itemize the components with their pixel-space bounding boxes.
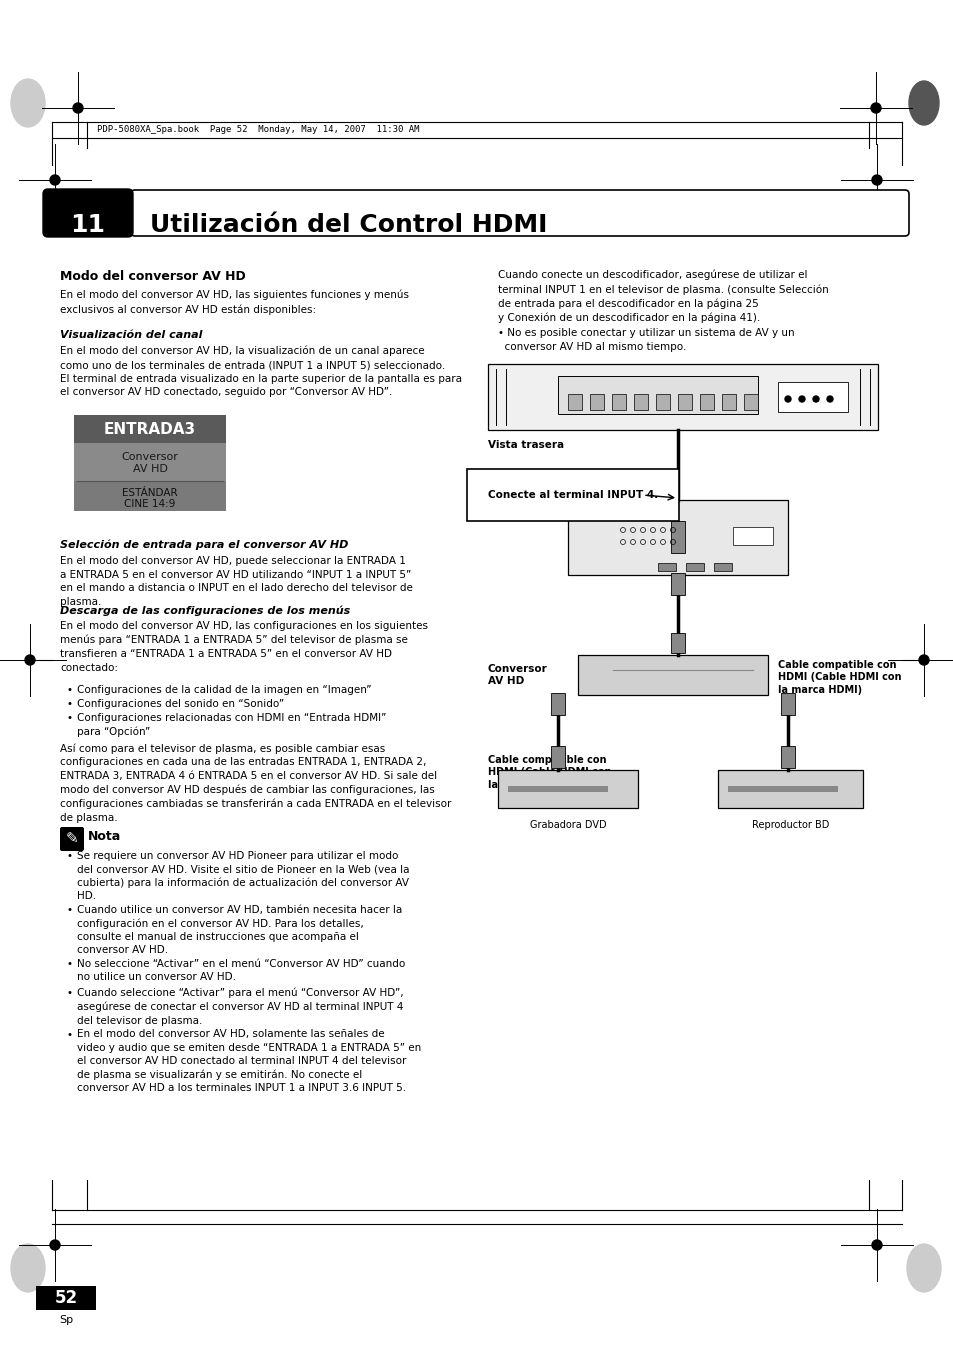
Text: •: •	[67, 988, 73, 998]
Bar	[656, 394, 669, 409]
Bar	[488, 363, 877, 430]
Circle shape	[799, 396, 804, 403]
Circle shape	[918, 655, 928, 665]
Bar	[551, 746, 564, 767]
Text: CINE 14:9: CINE 14:9	[124, 499, 175, 509]
Bar	[700, 394, 713, 409]
Text: ENTRADA3: ENTRADA3	[104, 422, 196, 436]
Text: Reproductor BD: Reproductor BD	[751, 820, 828, 830]
Bar	[727, 786, 837, 792]
Text: En el modo del conversor AV HD, puede seleccionar la ENTRADA 1
a ENTRADA 5 en el: En el modo del conversor AV HD, puede se…	[60, 557, 413, 607]
Bar	[670, 573, 684, 594]
Text: Conversor: Conversor	[121, 453, 178, 462]
Circle shape	[50, 1240, 60, 1250]
Bar	[551, 693, 564, 715]
Circle shape	[25, 655, 35, 665]
Text: •: •	[67, 959, 73, 969]
Text: •: •	[67, 1029, 73, 1039]
Text: Descarga de las configuraciones de los menús: Descarga de las configuraciones de los m…	[60, 605, 350, 616]
Text: Selección de entrada para el conversor AV HD: Selección de entrada para el conversor A…	[60, 540, 348, 550]
Text: Así como para el televisor de plasma, es posible cambiar esas
configuraciones en: Así como para el televisor de plasma, es…	[60, 743, 451, 823]
Text: Cuando seleccione “Activar” para el menú “Conversor AV HD”,
asegúrese de conecta: Cuando seleccione “Activar” para el menú…	[77, 988, 403, 1025]
Text: Conecte al terminal INPUT 4.: Conecte al terminal INPUT 4.	[488, 490, 658, 500]
Bar	[743, 394, 758, 409]
Text: Configuraciones relacionadas con HDMI en “Entrada HDMI”
para “Opción”: Configuraciones relacionadas con HDMI en…	[77, 713, 386, 738]
Text: Configuraciones del sonido en “Sonido”: Configuraciones del sonido en “Sonido”	[77, 698, 284, 709]
Text: Cuando utilice un conversor AV HD, también necesita hacer la
configuración en el: Cuando utilice un conversor AV HD, tambi…	[77, 905, 402, 955]
Text: Cuando conecte un descodificador, asegúrese de utilizar el
terminal INPUT 1 en e: Cuando conecte un descodificador, asegúr…	[497, 270, 828, 323]
Text: Vista trasera: Vista trasera	[488, 440, 563, 450]
Text: AV HD: AV HD	[132, 463, 168, 474]
FancyBboxPatch shape	[131, 190, 908, 236]
Bar	[74, 443, 226, 481]
Bar	[781, 693, 794, 715]
Bar	[778, 382, 847, 412]
Text: Utilización del Control HDMI: Utilización del Control HDMI	[150, 213, 547, 236]
Text: No seleccione “Activar” en el menú “Conversor AV HD” cuando
no utilice un conver: No seleccione “Activar” en el menú “Conv…	[77, 959, 405, 982]
Circle shape	[73, 103, 83, 113]
Text: En el modo del conversor AV HD, las siguientes funciones y menús
exclusivos al c: En el modo del conversor AV HD, las sigu…	[60, 290, 409, 315]
Bar	[74, 415, 226, 443]
Bar	[612, 394, 625, 409]
Bar	[558, 376, 758, 413]
Text: Sp: Sp	[59, 1315, 73, 1325]
Circle shape	[826, 396, 832, 403]
Ellipse shape	[11, 1244, 45, 1292]
Bar	[670, 634, 684, 653]
Text: Conversor
AV HD: Conversor AV HD	[488, 665, 547, 686]
Text: 11: 11	[71, 213, 106, 236]
Bar	[721, 394, 735, 409]
Text: Visualización del canal: Visualización del canal	[60, 330, 202, 340]
Ellipse shape	[906, 1244, 940, 1292]
Text: •: •	[67, 685, 73, 694]
Bar	[567, 394, 581, 409]
Text: En el modo del conversor AV HD, solamente las señales de
video y audio que se em: En el modo del conversor AV HD, solament…	[77, 1029, 421, 1093]
Circle shape	[871, 176, 882, 185]
Text: Cable compatible con
HDMI (Cable HDMI con
la marca HDMI): Cable compatible con HDMI (Cable HDMI co…	[778, 661, 901, 694]
Bar	[670, 521, 684, 553]
Bar	[507, 786, 607, 792]
Text: •: •	[67, 713, 73, 723]
Circle shape	[784, 396, 790, 403]
Circle shape	[870, 103, 880, 113]
Text: Grabadora DVD: Grabadora DVD	[529, 820, 606, 830]
Text: ✎: ✎	[66, 831, 78, 847]
Bar	[74, 481, 226, 511]
Bar	[578, 655, 767, 694]
Text: En el modo del conversor AV HD, la visualización de un canal aparece
como uno de: En el modo del conversor AV HD, la visua…	[60, 346, 461, 397]
Text: PDP-5080XA_Spa.book  Page 52  Monday, May 14, 2007  11:30 AM: PDP-5080XA_Spa.book Page 52 Monday, May …	[97, 126, 419, 135]
Circle shape	[871, 1240, 882, 1250]
Text: En el modo del conversor AV HD, las configuraciones en los siguientes
menús para: En el modo del conversor AV HD, las conf…	[60, 621, 428, 673]
FancyBboxPatch shape	[60, 827, 84, 851]
Circle shape	[812, 396, 818, 403]
Bar	[634, 394, 647, 409]
Bar	[658, 563, 676, 571]
Bar	[713, 563, 731, 571]
Text: •: •	[67, 905, 73, 915]
Bar	[678, 394, 691, 409]
Bar	[685, 563, 703, 571]
Bar	[732, 527, 772, 544]
Ellipse shape	[908, 81, 938, 126]
Text: 52: 52	[54, 1289, 77, 1306]
Text: Cable compatible con
HDMI (Cable HDMI con
la marca HDMI): Cable compatible con HDMI (Cable HDMI co…	[488, 755, 611, 790]
Bar	[589, 394, 603, 409]
Bar	[781, 746, 794, 767]
Text: Configuraciones de la calidad de la imagen en “Imagen”: Configuraciones de la calidad de la imag…	[77, 685, 371, 694]
Bar	[497, 770, 638, 808]
Text: Se requiere un conversor AV HD Pioneer para utilizar el modo
del conversor AV HD: Se requiere un conversor AV HD Pioneer p…	[77, 851, 409, 901]
Text: Modo del conversor AV HD: Modo del conversor AV HD	[60, 270, 246, 282]
Text: ESTÁNDAR: ESTÁNDAR	[122, 488, 177, 499]
Ellipse shape	[11, 78, 45, 127]
Text: Nota: Nota	[88, 830, 121, 843]
Text: •: •	[67, 698, 73, 709]
Circle shape	[50, 176, 60, 185]
FancyBboxPatch shape	[43, 189, 132, 236]
Bar	[36, 1286, 96, 1310]
Text: • No es posible conectar y utilizar un sistema de AV y un
  conversor AV HD al m: • No es posible conectar y utilizar un s…	[497, 328, 794, 351]
Bar	[718, 770, 862, 808]
Bar	[567, 500, 787, 576]
Text: •: •	[67, 851, 73, 861]
